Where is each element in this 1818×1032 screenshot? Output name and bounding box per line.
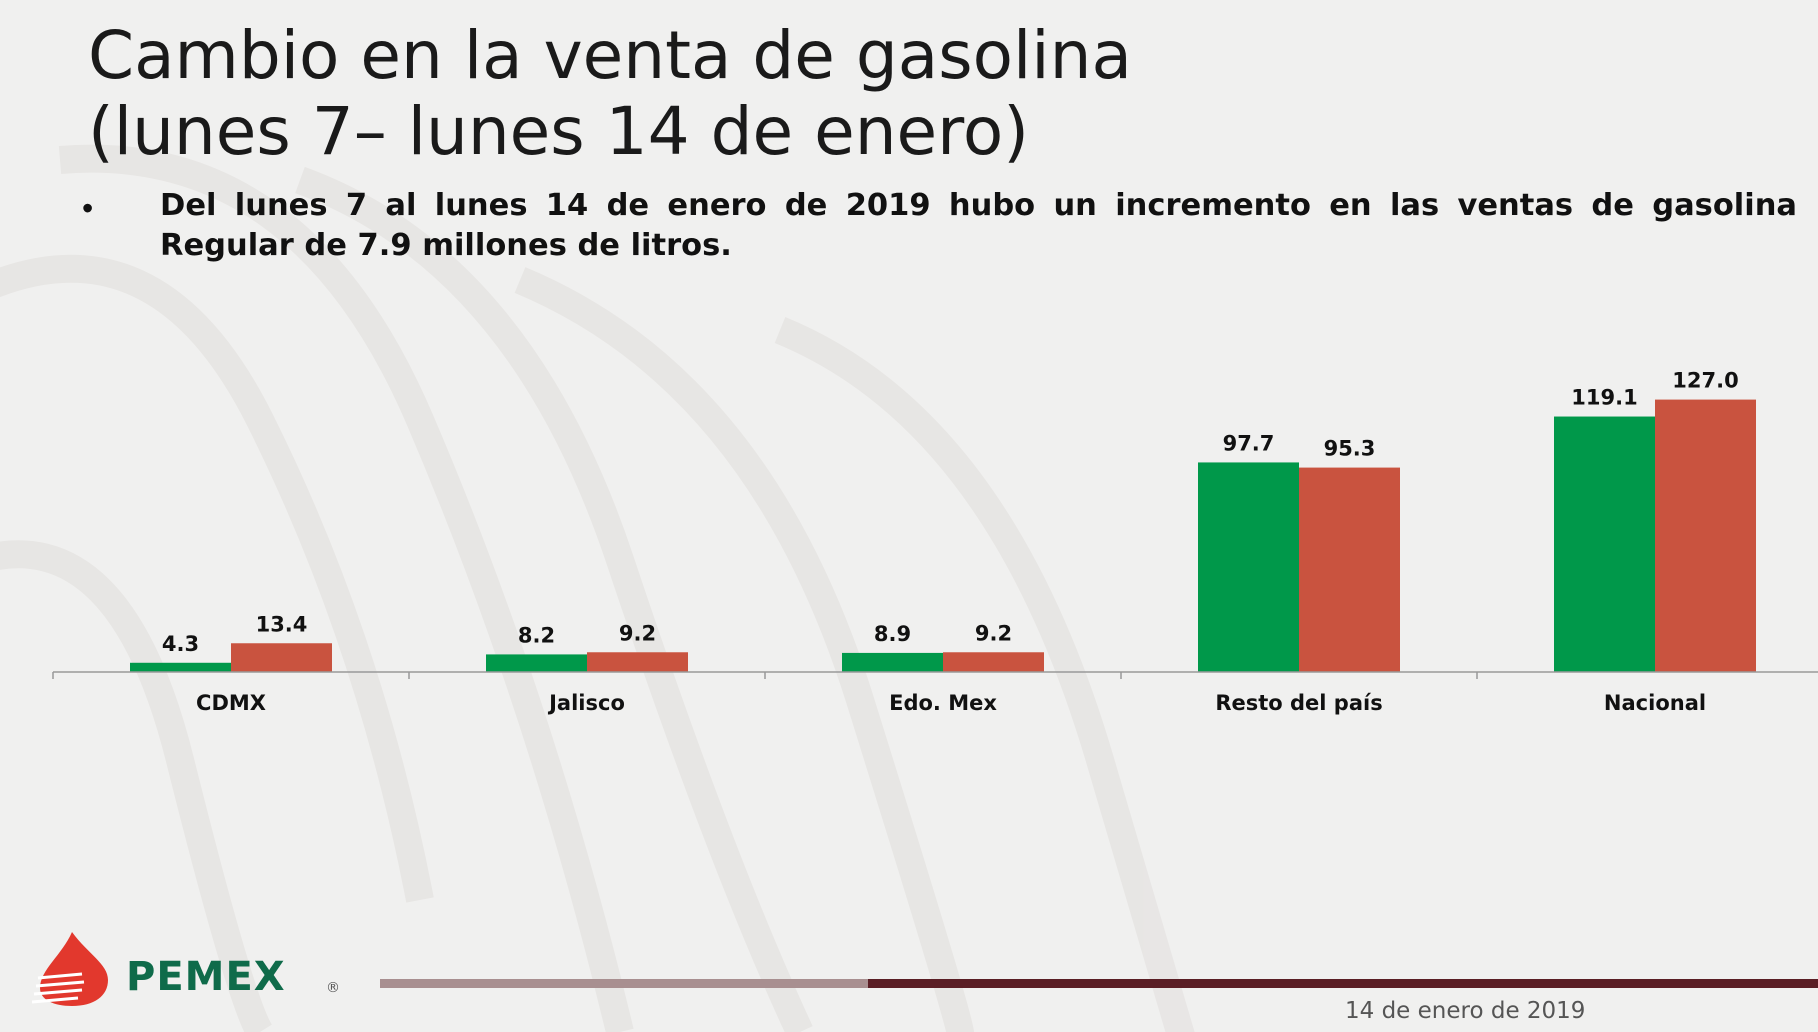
data-label: 4.3 <box>162 632 199 656</box>
bar-green <box>842 652 943 672</box>
bar-red <box>587 652 688 672</box>
bar-red <box>231 643 332 672</box>
bar-chart: 4.3 13.4 CDMX 8.2 9.2 Jalisco 8.9 9.2 Edo. Mex 97… <box>52 369 1818 715</box>
bar-green <box>486 654 587 672</box>
title-line-2: (lunes 7– lunes 14 de enero) <box>88 93 1029 170</box>
footer-date: 14 de enero de 2019 <box>1345 998 1586 1024</box>
category-label: Resto del país <box>1215 691 1382 715</box>
category-label: CDMX <box>196 691 266 715</box>
title-line-1: Cambio en la venta de gasolina <box>88 17 1132 94</box>
bullet-text: Del lunes 7 al lunes 14 de enero de 2019… <box>160 188 1797 263</box>
svg-text:®: ® <box>326 980 340 996</box>
bar-green <box>130 662 231 672</box>
bar-green <box>1198 462 1299 672</box>
data-label: 13.4 <box>256 612 308 636</box>
bullet-icon: • <box>82 190 94 226</box>
bar-red <box>1655 399 1756 672</box>
data-label: 119.1 <box>1571 386 1637 410</box>
data-label: 127.0 <box>1672 369 1738 393</box>
bar-red <box>943 652 1044 672</box>
bar-green <box>1554 416 1655 672</box>
svg-text:PEMEX: PEMEX <box>126 954 286 1000</box>
data-label: 97.7 <box>1223 431 1275 455</box>
pemex-logo: PEMEX ® <box>32 932 340 1006</box>
slide-title: Cambio en la venta de gasolina (lunes 7–… <box>88 18 1132 170</box>
category-label: Edo. Mex <box>889 691 997 715</box>
footer-bar-light <box>380 979 868 988</box>
category-label: Nacional <box>1604 691 1706 715</box>
data-label: 8.9 <box>874 622 911 646</box>
category-label: Jalisco <box>547 691 625 715</box>
data-label: 95.3 <box>1324 437 1376 461</box>
footer-bar-dark <box>868 979 1818 988</box>
data-label: 8.2 <box>518 623 555 647</box>
data-label: 9.2 <box>619 621 656 645</box>
data-label: 9.2 <box>975 621 1012 645</box>
bar-red <box>1299 467 1400 672</box>
